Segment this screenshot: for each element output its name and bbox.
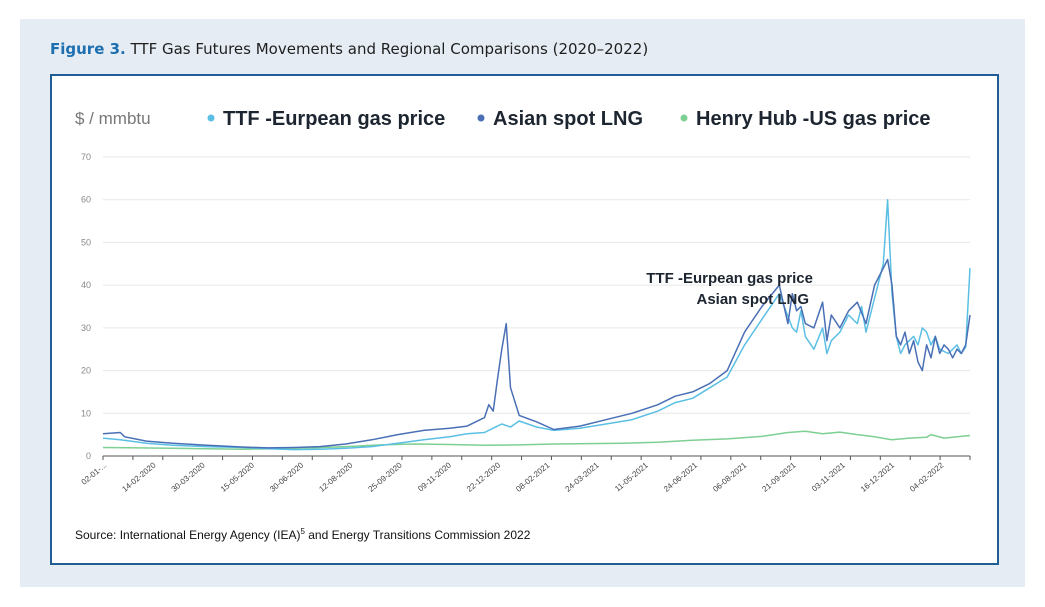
x-tick-label: 16-12-2021 (859, 460, 897, 494)
annotation-ttf: TTF -Eurpean gas price (646, 270, 813, 287)
legend-marker-ttf (207, 114, 215, 122)
legend-label-asian-lng: Asian spot LNG (493, 108, 643, 130)
legend-marker-asian-lng (477, 114, 485, 122)
figure-title: Figure 3. TTF Gas Futures Movements and … (50, 40, 648, 58)
x-tick-label: 08-02-2021 (514, 460, 552, 494)
chart-frame (50, 74, 999, 565)
y-tick-label: 0 (86, 451, 91, 461)
source-prefix: Source: International Energy Agency (IEA… (75, 528, 301, 542)
figure-label: Figure 3. (50, 40, 126, 58)
x-tick-label: 25-09-2020 (367, 460, 405, 494)
x-tick-label: 21-09-2021 (760, 460, 798, 494)
x-tick-label: 30-03-2020 (170, 460, 208, 494)
series-line-ttf (102, 198, 971, 451)
legend-label-henry-hub: Henry Hub -US gas price (696, 108, 931, 130)
y-tick-label: 60 (81, 195, 91, 205)
y-tick-label: 40 (81, 280, 91, 290)
y-tick-label: 50 (81, 237, 91, 247)
x-tick-label: 03-11-2021 (810, 460, 847, 493)
x-tick-label: 06-08-2021 (711, 460, 749, 494)
series-line-asian-lng (102, 258, 971, 449)
y-tick-label: 20 (81, 366, 91, 376)
x-tick-label: 04-02-2022 (908, 460, 946, 494)
series-line-henry-hub (102, 430, 971, 450)
x-tick-label: 24-06-2021 (662, 460, 700, 494)
y-tick-label: 30 (81, 323, 91, 333)
x-tick-label: 02-01-... (80, 461, 109, 487)
annotation-asian-lng: Asian spot LNG (696, 291, 809, 308)
y-tick-label: 10 (81, 408, 91, 418)
legend-marker-henry-hub (680, 114, 688, 122)
x-tick-label: 30-06-2020 (268, 460, 306, 494)
x-tick-label: 15-05-2020 (219, 460, 257, 494)
x-tick-label: 09-11-2020 (416, 460, 453, 493)
legend-label-ttf: TTF -Eurpean gas price (223, 108, 445, 130)
x-tick-label: 14-02-2020 (120, 460, 158, 494)
source-note: Source: International Energy Agency (IEA… (75, 527, 530, 542)
y-tick-label: 70 (81, 152, 91, 162)
figure-title-text: TTF Gas Futures Movements and Regional C… (130, 40, 649, 58)
source-ref: 5 (300, 527, 305, 536)
x-tick-label: 11-05-2021 (613, 460, 650, 493)
x-tick-label: 22-12-2020 (465, 460, 503, 494)
x-tick-label: 24-03-2021 (564, 460, 602, 494)
y-axis-label: $ / mmbtu (75, 109, 151, 128)
x-tick-label: 12-08-2020 (317, 460, 355, 494)
source-suffix: and Energy Transitions Commission 2022 (304, 528, 531, 542)
